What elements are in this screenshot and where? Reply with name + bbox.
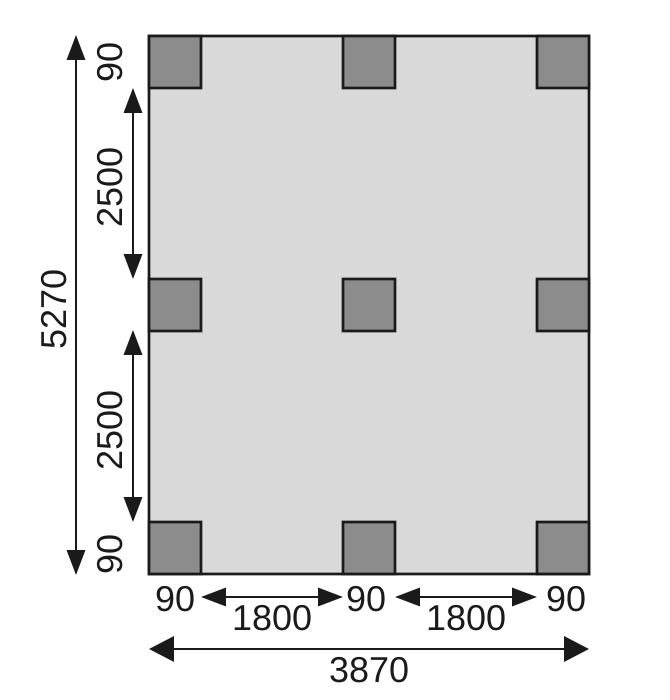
- svg-text:2500: 2500: [89, 147, 130, 227]
- svg-text:1800: 1800: [232, 597, 312, 638]
- svg-text:2500: 2500: [89, 390, 130, 470]
- svg-text:3870: 3870: [329, 649, 409, 690]
- svg-text:5270: 5270: [33, 269, 74, 349]
- svg-text:90: 90: [89, 42, 130, 82]
- svg-text:90: 90: [155, 578, 195, 619]
- svg-text:90: 90: [346, 578, 386, 619]
- svg-text:1800: 1800: [426, 597, 506, 638]
- svg-text:90: 90: [89, 534, 130, 574]
- svg-text:90: 90: [546, 578, 586, 619]
